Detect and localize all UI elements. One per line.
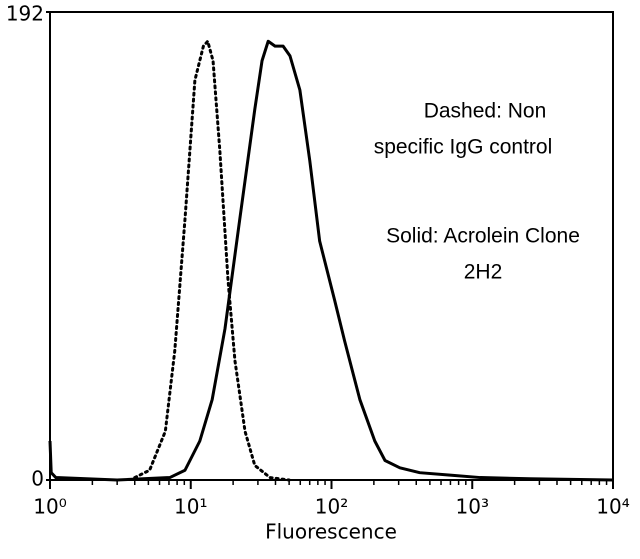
x-tick-label: 10⁴ <box>596 495 629 519</box>
annotation: specific IgG control <box>374 136 553 159</box>
annotation: Solid: Acrolein Clone <box>386 225 580 248</box>
x-tick-label: 10⁰ <box>33 495 66 519</box>
x-axis-label: Fluorescence <box>265 520 397 544</box>
y-tick-label: 192 <box>6 2 44 26</box>
series-line <box>133 39 291 482</box>
annotation: 2H2 <box>464 261 503 284</box>
series-line <box>48 39 614 482</box>
annotation: Dashed: Non <box>424 100 547 123</box>
x-tick-label: 10¹ <box>174 495 207 519</box>
x-tick-label: 10³ <box>456 495 489 519</box>
y-tick-label: 0 <box>31 467 44 491</box>
x-tick-label: 10² <box>315 495 348 519</box>
